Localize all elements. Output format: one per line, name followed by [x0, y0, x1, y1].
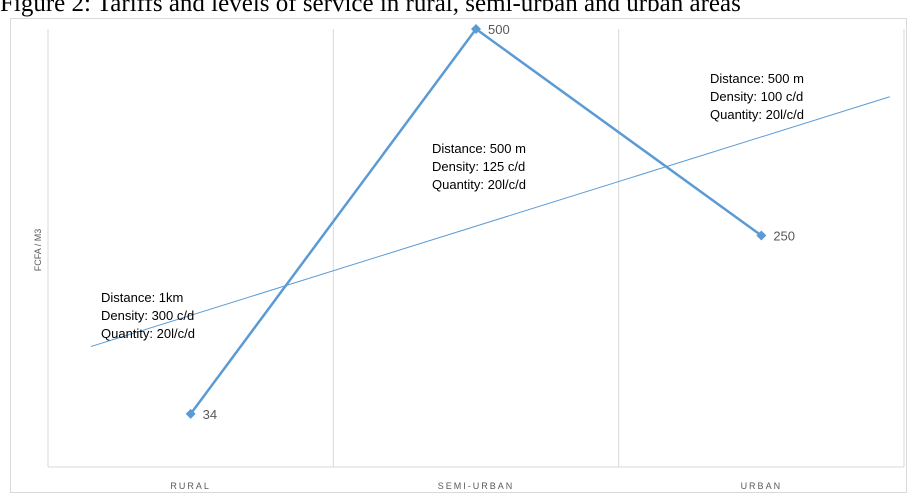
data-point-marker [471, 24, 481, 34]
data-point-marker [185, 408, 196, 419]
data-label: 500 [488, 22, 510, 37]
annotation-text: Quantity: 20l/c/d [101, 326, 195, 341]
annotation-text: Distance: 500 m [710, 71, 804, 86]
trendline [90, 96, 890, 348]
x-tick-label: RURAL [170, 481, 211, 491]
x-tick-label: URBAN [741, 481, 783, 491]
data-point-marker [756, 230, 767, 241]
annotation-text: Density: 125 c/d [432, 159, 525, 174]
annotation-text: Density: 300 c/d [101, 308, 194, 323]
annotation-text: Quantity: 20l/c/d [432, 177, 526, 192]
annotation-text: Distance: 1km [101, 290, 183, 305]
annotation-text: Density: 100 c/d [710, 89, 803, 104]
data-label: 250 [773, 229, 795, 244]
annotation-text: Quantity: 20l/c/d [710, 107, 804, 122]
figure-caption: Figure 2: Tariffs and levels of service … [0, 0, 741, 17]
series-line [189, 27, 763, 415]
x-tick-label: SEMI-URBAN [438, 481, 515, 491]
y-axis-title: FCFA / M3 [33, 229, 43, 272]
annotation-text: Distance: 500 m [432, 141, 526, 156]
data-label: 34 [203, 407, 217, 422]
